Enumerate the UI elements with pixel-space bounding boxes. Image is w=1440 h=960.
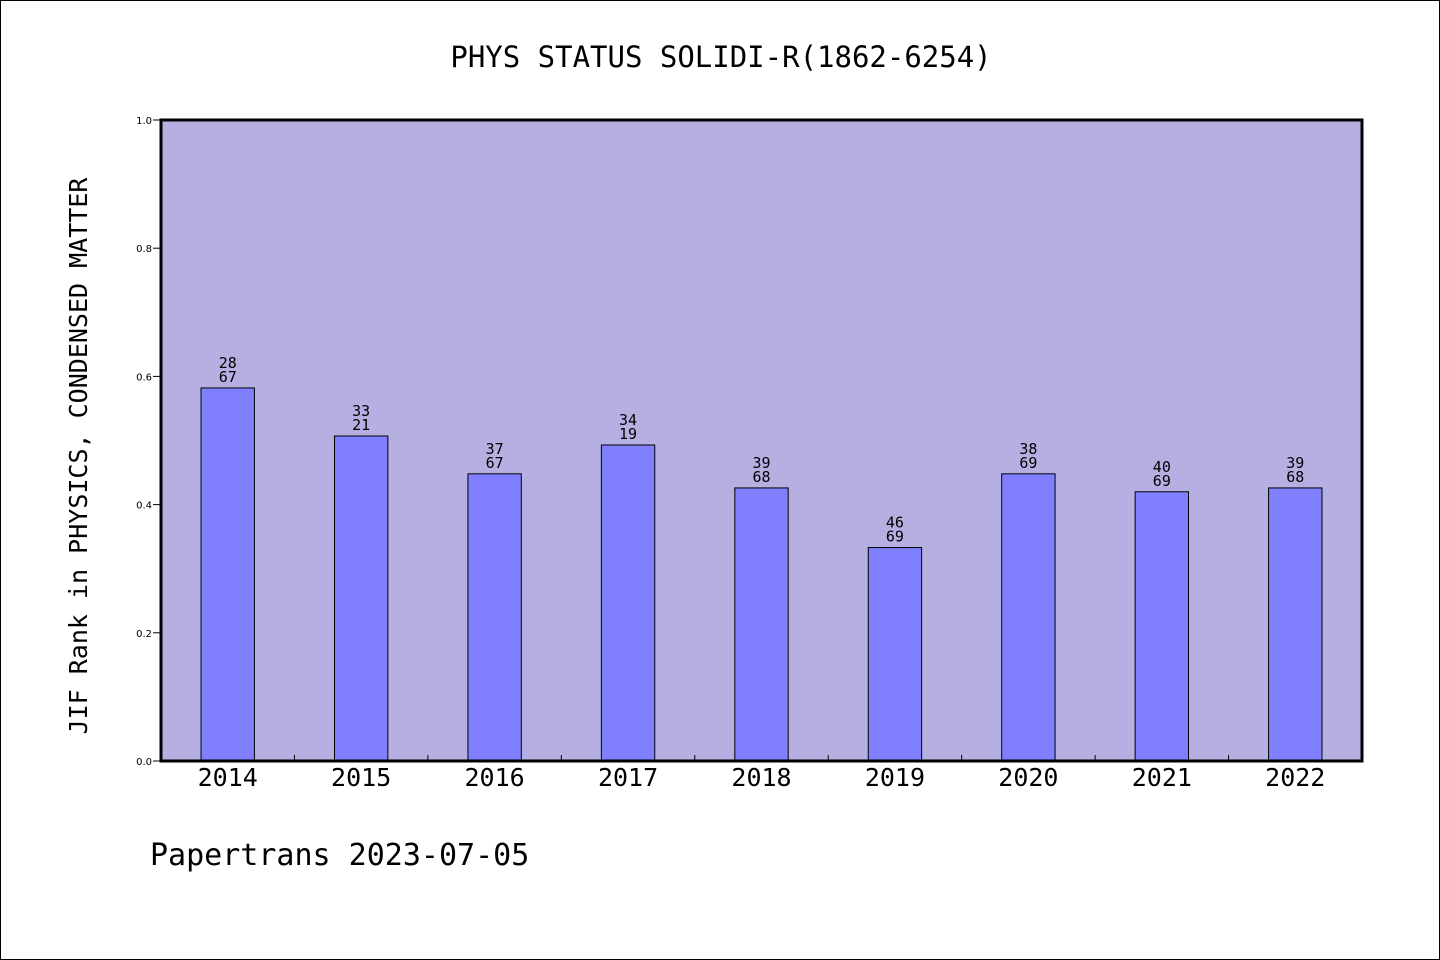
y-tick-label: 0.2 [136,629,152,640]
plot-border [159,118,1364,763]
bar-2015 [333,435,389,762]
bar-label-rank: 33 [352,402,370,420]
bar-label-rank: 28 [219,354,237,372]
x-tick-label: 2018 [731,763,791,792]
bar-label-total: 69 [886,528,904,546]
x-tick-label: 2021 [1132,763,1192,792]
bar-label-total: 21 [352,416,370,434]
bar-2017 [600,444,656,762]
bar-label-total: 68 [752,468,770,486]
x-tick-label: 2015 [331,763,391,792]
bar-2014 [200,387,255,762]
x-tick-label: 2017 [598,763,658,792]
bar-label-total: 69 [1019,454,1037,472]
chart-title: PHYS STATUS SOLIDI-R(1862-6254) [450,40,991,74]
x-tick-label: 2019 [865,763,925,792]
y-tick-label: 1.0 [136,116,152,127]
x-tick-label: 2016 [465,763,525,792]
bar-label-rank: 39 [1286,454,1304,472]
bar-label-total: 67 [219,368,237,386]
bar-2022 [1268,487,1323,762]
bar-label-rank: 39 [752,454,770,472]
footer-text: Papertrans 2023-07-05 [150,838,529,873]
y-axis-label: JIF Rank in PHYSICS, CONDENSED MATTER [64,177,93,735]
bar-label-rank: 40 [1153,458,1171,476]
x-tick-label: 2020 [998,763,1058,792]
bar-2018 [734,487,789,762]
bar-2016 [467,473,522,762]
bar-label-rank: 46 [886,514,904,532]
y-tick-label: 0.4 [136,501,152,512]
y-tick-label: 0.0 [136,757,152,768]
x-tick-label: 2014 [198,763,258,792]
bar-2019 [867,547,923,762]
bar-label-total: 69 [1153,472,1171,490]
y-tick-label: 0.8 [136,244,152,255]
bar-label-total: 67 [486,454,504,472]
bar-label-rank: 37 [486,440,504,458]
bar-2020 [1001,473,1056,762]
bar-label-total: 68 [1286,468,1304,486]
bar-label-rank: 38 [1019,440,1037,458]
bar-label-total: 19 [619,425,637,443]
bar-label-rank: 34 [619,411,637,429]
x-tick-label: 2022 [1265,763,1325,792]
bar-2021 [1134,491,1190,762]
y-tick-label: 0.6 [136,372,152,383]
